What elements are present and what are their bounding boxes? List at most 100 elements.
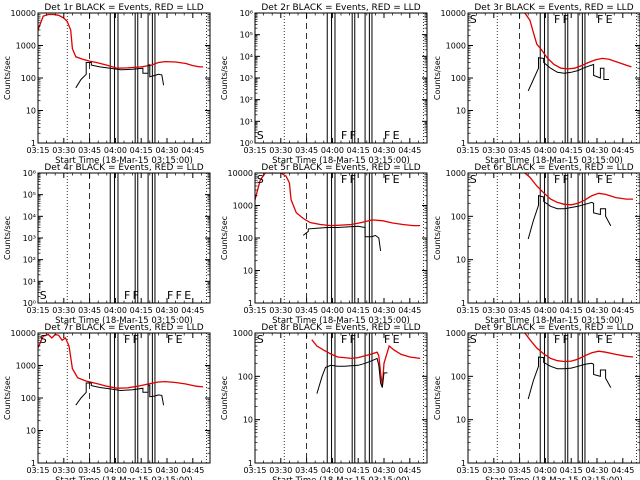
y-tick-label: 1000 (446, 42, 466, 51)
annotation-label: E (176, 333, 183, 346)
annotation-label: F (167, 289, 173, 302)
y-axis-label: Counts/sec (220, 56, 229, 100)
y-axis-label: Counts/sec (433, 376, 442, 420)
x-tick-label: 04:00 (104, 306, 127, 315)
series-events-line (527, 195, 612, 240)
plot-frame (254, 332, 428, 464)
x-tick-label: 04:45 (611, 466, 634, 475)
annotation-label: E (184, 289, 191, 302)
x-tick-label: 03:45 (78, 466, 101, 475)
x-axis-label: Start Time (18-Mar-15 03:15:00) (272, 156, 410, 166)
y-tick-label: 10⁰ (240, 139, 253, 148)
x-tick-label: 04:15 (560, 306, 583, 315)
annotation-label: F (176, 289, 182, 302)
chart-title: Det 9r BLACK = Events, RED = LLD (474, 323, 633, 333)
x-axis-label: Start Time (18-Mar-15 03:15:00) (485, 476, 623, 480)
x-axis-label: Start Time (18-Mar-15 03:15:00) (55, 316, 193, 326)
x-tick-label: 03:45 (78, 146, 101, 155)
y-tick-label: 1000 (446, 169, 466, 178)
y-tick-label: 1000 (16, 42, 36, 51)
annotation-label: F (124, 289, 130, 302)
plot-area (255, 173, 424, 303)
x-axis-label: Start Time (18-Mar-15 03:15:00) (55, 476, 193, 480)
plot-area (496, 333, 637, 463)
chart-title: Det 5r BLACK = Events, RED = LLD (261, 163, 420, 173)
y-tick-label: 10 (26, 427, 36, 436)
series-lld-line (524, 13, 632, 70)
y-tick-label: 10 (456, 416, 466, 425)
y-tick-label: 10⁶ (240, 9, 253, 18)
y-tick-label: 10³ (23, 234, 36, 243)
annotation-label: E (606, 173, 613, 186)
series-lld-line (38, 13, 204, 69)
annotation-label: F (167, 333, 173, 346)
annotation-label: S (257, 129, 264, 142)
x-tick-label: 03:15 (243, 306, 266, 315)
y-tick-label: 100 (451, 212, 466, 221)
x-tick-label: 04:30 (585, 146, 608, 155)
x-tick-label: 04:30 (585, 306, 608, 315)
plot-frame (467, 12, 640, 144)
plot-area (38, 333, 207, 463)
y-tick-label: 10⁴ (23, 212, 36, 221)
annotation-label: F (350, 333, 356, 346)
x-tick-label: 03:15 (456, 146, 479, 155)
x-tick-label: 04:45 (181, 146, 204, 155)
y-tick-label: 10000 (441, 9, 466, 18)
x-tick-label: 03:15 (26, 466, 49, 475)
x-tick-label: 04:45 (611, 146, 634, 155)
annotation-label: E (393, 173, 400, 186)
series-events-line (527, 57, 609, 92)
annotation-label: F (341, 129, 347, 142)
x-tick-label: 03:30 (52, 466, 75, 475)
y-tick-label: 10² (23, 256, 36, 265)
y-tick-label: 10 (456, 256, 466, 265)
y-tick-label: 100 (238, 234, 253, 243)
annotation-label: F (597, 173, 603, 186)
x-tick-label: 04:15 (347, 306, 370, 315)
plot-area (496, 173, 637, 303)
x-tick-label: 04:30 (372, 306, 395, 315)
y-tick-label: 10¹ (240, 117, 253, 126)
y-tick-label: 1 (461, 299, 466, 308)
plot-area (283, 333, 424, 463)
x-tick-label: 04:00 (104, 146, 127, 155)
series-events-line (316, 357, 388, 394)
annotation-label: E (393, 333, 400, 346)
y-tick-label: 10000 (11, 9, 36, 18)
y-tick-label: 10 (456, 107, 466, 116)
y-axis-label: Counts/sec (433, 216, 442, 260)
x-tick-label: 03:30 (269, 466, 292, 475)
annotation-label: F (384, 129, 390, 142)
y-tick-label: 10¹ (23, 277, 36, 286)
y-tick-label: 1000 (233, 202, 253, 211)
annotation-label: E (606, 13, 613, 26)
plot-frame (254, 12, 428, 144)
y-tick-label: 1 (461, 459, 466, 468)
y-tick-label: 1 (31, 459, 36, 468)
x-tick-label: 03:15 (26, 306, 49, 315)
x-tick-label: 04:30 (372, 146, 395, 155)
y-tick-label: 10⁴ (240, 52, 253, 61)
series-lld-line (38, 333, 204, 389)
x-tick-label: 03:45 (295, 306, 318, 315)
y-tick-label: 10000 (228, 169, 253, 178)
y-tick-label: 10⁵ (240, 31, 253, 40)
chart-title: Det 6r BLACK = Events, RED = LLD (474, 163, 633, 173)
annotation-label: F (341, 173, 347, 186)
annotation-label: F (350, 129, 356, 142)
series-lld-line (311, 339, 421, 386)
y-tick-label: 10² (240, 96, 253, 105)
y-axis-label: Counts/sec (433, 56, 442, 100)
x-tick-label: 04:00 (321, 466, 344, 475)
chart-title: Det 4r BLACK = Events, RED = LLD (44, 163, 203, 173)
annotation-label: E (393, 129, 400, 142)
plot-area (38, 13, 207, 143)
plot-area (66, 173, 207, 303)
plot-area (496, 13, 637, 143)
